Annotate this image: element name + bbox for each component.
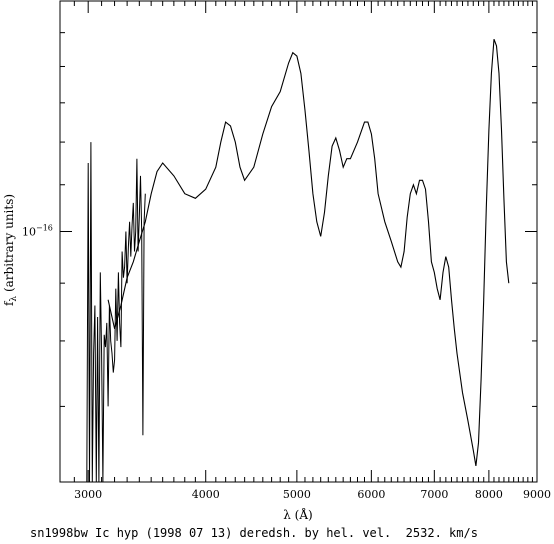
x-tick-labels: 3000 4000 5000 6000 7000 8000 9000 [74,488,551,501]
y-axis-label-sub: λ [9,296,19,302]
x-tick-label: 3000 [74,488,102,501]
noise-segment-line [86,142,146,483]
y-axis-label-main: f [2,300,16,306]
x-axis-label: λ (Å) [283,507,312,522]
y-axis-label-rest: (arbitrary units) [2,194,16,296]
x-tick-label: 7000 [420,488,448,501]
x-tick-label: 8000 [475,488,503,501]
x-tick-label: 4000 [192,488,220,501]
x-tick-label: 9000 [523,488,551,501]
y-tick-label: 10−16 [22,223,53,238]
y-axis-label: fλ (arbitrary units) [2,194,19,306]
spectrum-lines [86,39,510,483]
x-tick-label: 6000 [357,488,385,501]
spectrum-line [107,39,510,466]
x-tick-label: 5000 [283,488,311,501]
y-tick-labels: 10−16 [22,223,53,238]
plot-frame [59,0,538,483]
caption: sn1998bw Ic hyp (1998 07 13) deredsh. by… [30,526,478,540]
axis-ticks [59,0,538,483]
